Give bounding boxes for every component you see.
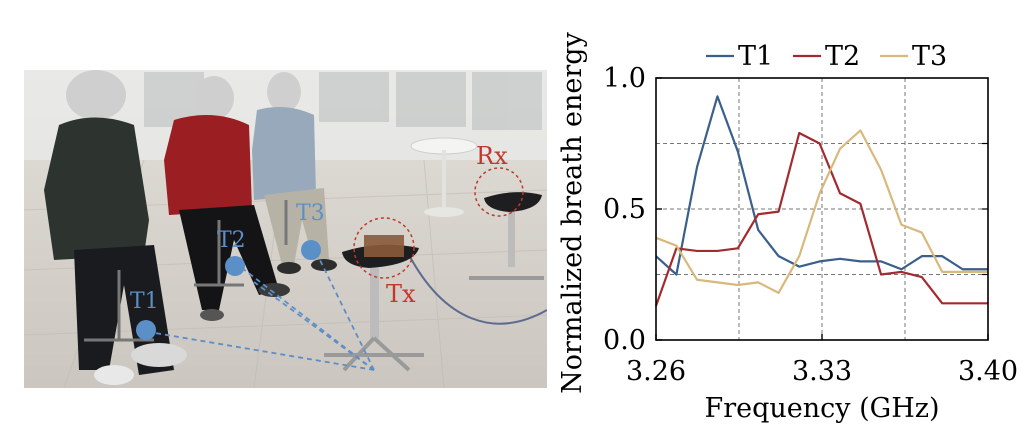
- tx-antenna: [364, 235, 404, 257]
- x-axis-label: Frequency (GHz): [704, 393, 939, 424]
- y-tick-label: 0.5: [603, 194, 646, 225]
- series-lines: [654, 95, 988, 307]
- t3-label: T3: [296, 201, 325, 226]
- face-blur-t1: [66, 70, 126, 120]
- face-blur-t2: [194, 76, 234, 120]
- tx-highlight-circle: [353, 217, 415, 279]
- series-line-t3: [655, 129, 988, 294]
- experiment-photo: T1 T2 T3 Tx Rx: [23, 70, 548, 389]
- rx-label: Rx: [476, 142, 508, 170]
- y-tick-label: 1.0: [603, 63, 646, 94]
- face-blur-t3: [267, 72, 301, 112]
- t2-label: T2: [217, 228, 246, 253]
- axis-ticks: 3.26 3.33 3.40 0.0 0.5 1.0: [603, 63, 1018, 387]
- y-tick-label: 0.0: [603, 325, 646, 356]
- chart-panel: 3.26 3.33 3.40 0.0 0.5 1.0 T1 T2 T3 Frequency (…: [548, 0, 1024, 432]
- experiment-scene: T1 T2 T3 Tx Rx: [23, 70, 548, 389]
- legend-label-t2: T2: [825, 41, 860, 72]
- rx-highlight-circle: [474, 167, 524, 217]
- x-tick-label: 3.40: [958, 356, 1018, 387]
- background-table: [410, 137, 478, 217]
- legend-label-t1: T1: [738, 41, 773, 72]
- legend-label-t3: T3: [912, 41, 947, 72]
- x-tick-label: 3.33: [792, 356, 852, 387]
- cable: [408, 254, 548, 325]
- t2-marker: [225, 256, 245, 276]
- y-axis-label: Normalized breath energy: [557, 31, 588, 393]
- signal-paths: [148, 251, 375, 371]
- window-panes: [144, 72, 542, 130]
- t1-label: T1: [130, 289, 159, 314]
- grid-lines: [656, 78, 988, 340]
- legend: T1 T2 T3: [706, 41, 947, 72]
- stools: [84, 200, 288, 342]
- rx-stool: [469, 192, 544, 280]
- tx-label: Tx: [386, 280, 416, 308]
- series-line-t1: [655, 95, 988, 276]
- series-line-t2: [654, 131, 988, 307]
- t3-marker: [301, 240, 321, 260]
- breath-energy-chart: 3.26 3.33 3.40 0.0 0.5 1.0 T1 T2 T3 Frequency (…: [557, 31, 1018, 424]
- x-tick-label: 3.26: [626, 356, 686, 387]
- person-t1: [44, 70, 187, 385]
- person-t2: [164, 76, 290, 321]
- t1-marker: [136, 320, 156, 340]
- tx-stool: [324, 235, 424, 372]
